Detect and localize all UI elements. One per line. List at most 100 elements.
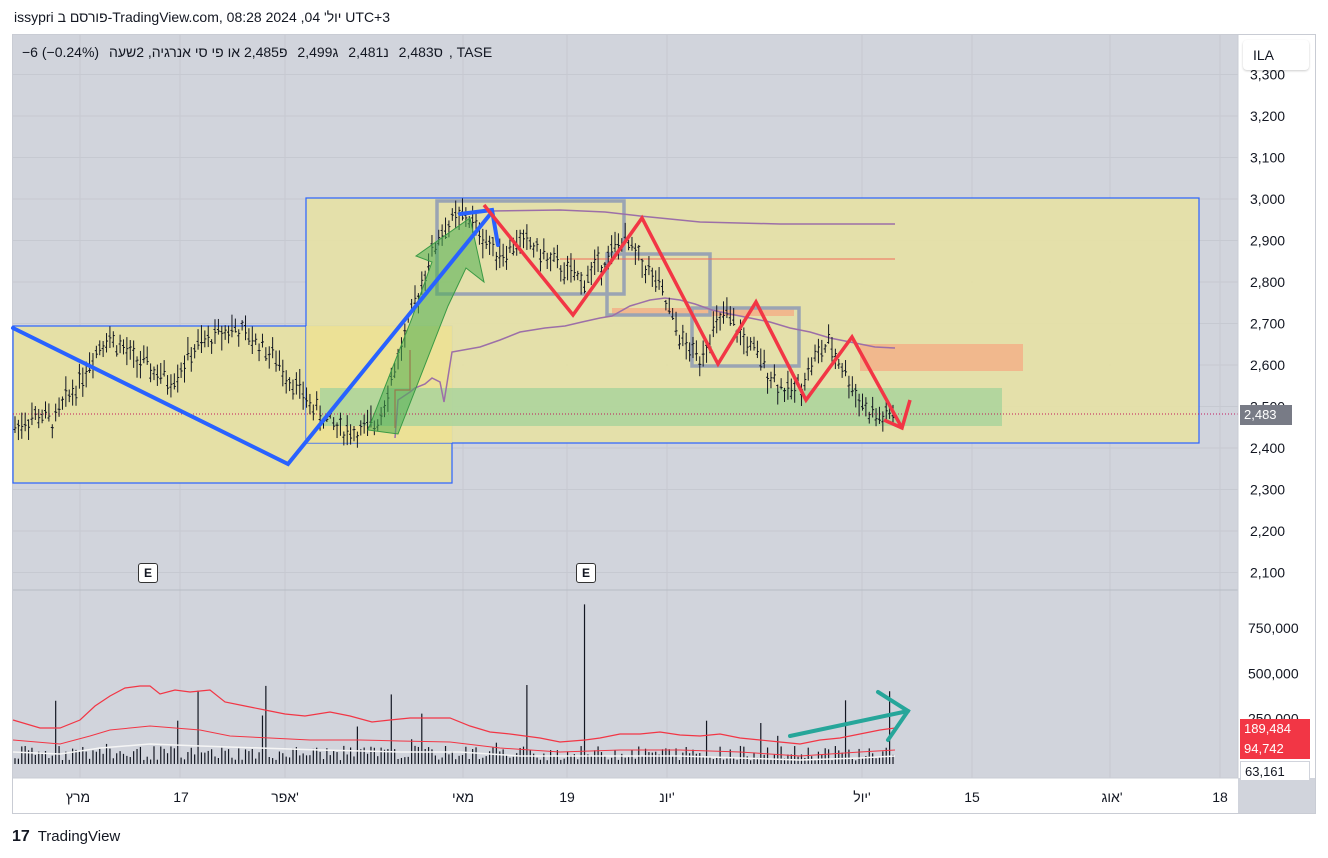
candle: [525, 224, 529, 250]
candle: [528, 236, 532, 250]
red-zigzag-line: [482, 203, 904, 429]
candle: [864, 397, 868, 417]
candle: [772, 364, 776, 383]
candle: [291, 379, 295, 400]
candle: [13, 416, 17, 433]
candle: [535, 238, 539, 252]
resistance-zone-small[interactable]: [612, 308, 794, 316]
candle: [657, 267, 661, 290]
candle: [342, 431, 346, 446]
candle: [210, 339, 214, 354]
candle: [877, 406, 881, 424]
price-tick-label: 2,800: [1250, 274, 1285, 290]
candle: [786, 370, 790, 400]
candle: [335, 422, 339, 439]
time-axis-bg[interactable]: [13, 778, 1238, 813]
candle: [688, 342, 692, 362]
publish-title: issypri פורסם ב-TradingView.com, יול' 04…: [14, 9, 391, 25]
candle: [640, 258, 644, 278]
candle: [745, 336, 749, 357]
candle: [549, 252, 553, 272]
candle: [667, 297, 671, 315]
candle: [186, 336, 190, 361]
candle: [498, 238, 502, 269]
candle: [759, 348, 763, 371]
candle: [762, 349, 766, 369]
time-axis-ticks: מרץ 17 אפר' מאי 19 יונ' יול' 15 אוג' 18: [66, 789, 1228, 805]
candle: [684, 332, 688, 360]
candle: [830, 336, 834, 362]
candle: [44, 401, 48, 419]
candle: [216, 318, 220, 335]
candle: [244, 315, 248, 341]
currency-button[interactable]: ILA: [1243, 40, 1309, 70]
candle: [488, 235, 492, 255]
support-zone-green[interactable]: [320, 388, 1002, 426]
tradingview-footer[interactable]: 17 TradingView: [12, 826, 120, 848]
footer-brand: TradingView: [37, 828, 121, 845]
earnings-marker-2[interactable]: E: [576, 563, 596, 583]
volume-band-upper: [12, 685, 896, 745]
candle: [827, 324, 831, 344]
candle: [576, 270, 580, 281]
candle: [74, 385, 78, 406]
candle: [288, 377, 292, 392]
candle: [230, 314, 234, 338]
earnings-marker-1[interactable]: E: [138, 563, 158, 583]
time-tick-label: 19: [559, 789, 575, 805]
candle: [176, 364, 180, 393]
resistance-zone-orange[interactable]: [860, 344, 1023, 371]
consolidation-box-3[interactable]: [690, 306, 801, 368]
candle: [81, 367, 85, 397]
candle: [820, 339, 824, 363]
candle: [149, 363, 153, 383]
candle: [664, 299, 668, 311]
volume-label-2: 94,742: [1240, 739, 1310, 759]
candle: [345, 415, 349, 446]
candle: [650, 267, 654, 287]
candle: [596, 246, 600, 272]
candle: [715, 305, 719, 334]
candle: [23, 412, 27, 432]
candle: [311, 404, 315, 421]
candle: [749, 337, 753, 351]
price-tick-label: 2,200: [1250, 523, 1285, 539]
candle: [857, 393, 861, 417]
time-tick-label: יול': [853, 789, 870, 805]
candle: [233, 318, 237, 333]
candle: [844, 360, 848, 377]
volume-ma-line: [12, 743, 896, 761]
price-tick-label: 2,900: [1250, 233, 1285, 249]
candle: [247, 328, 251, 346]
candle: [532, 242, 536, 258]
candle: [837, 359, 841, 369]
candle: [125, 337, 129, 366]
candle: [755, 340, 759, 359]
symbol-legend[interactable]: −6 (−0.24%) ס2,483 נ2,481 ג2,499 פ2,485 …: [22, 44, 498, 60]
price-tick-label: 3,000: [1250, 191, 1285, 207]
time-tick-label: מרץ: [66, 789, 90, 805]
candle: [860, 393, 864, 411]
candle: [166, 375, 170, 395]
candle: [613, 231, 617, 253]
candle: [871, 396, 875, 418]
candle: [776, 384, 780, 405]
candle: [491, 237, 495, 257]
candle: [162, 360, 166, 377]
candle: [630, 236, 634, 251]
candle: [264, 347, 268, 361]
time-tick-label: אוג': [1101, 789, 1122, 805]
candle: [98, 340, 102, 356]
candle: [257, 343, 261, 362]
candle: [16, 419, 20, 441]
candle: [88, 352, 92, 374]
candle: [637, 244, 641, 261]
candle: [57, 397, 61, 417]
candle: [64, 376, 68, 407]
candle: [250, 326, 254, 354]
consolidation-box-2[interactable]: [605, 252, 712, 317]
candle: [583, 280, 587, 294]
volume-arrow-head-icon: [876, 690, 911, 742]
price-tick-label: 3,200: [1250, 108, 1285, 124]
